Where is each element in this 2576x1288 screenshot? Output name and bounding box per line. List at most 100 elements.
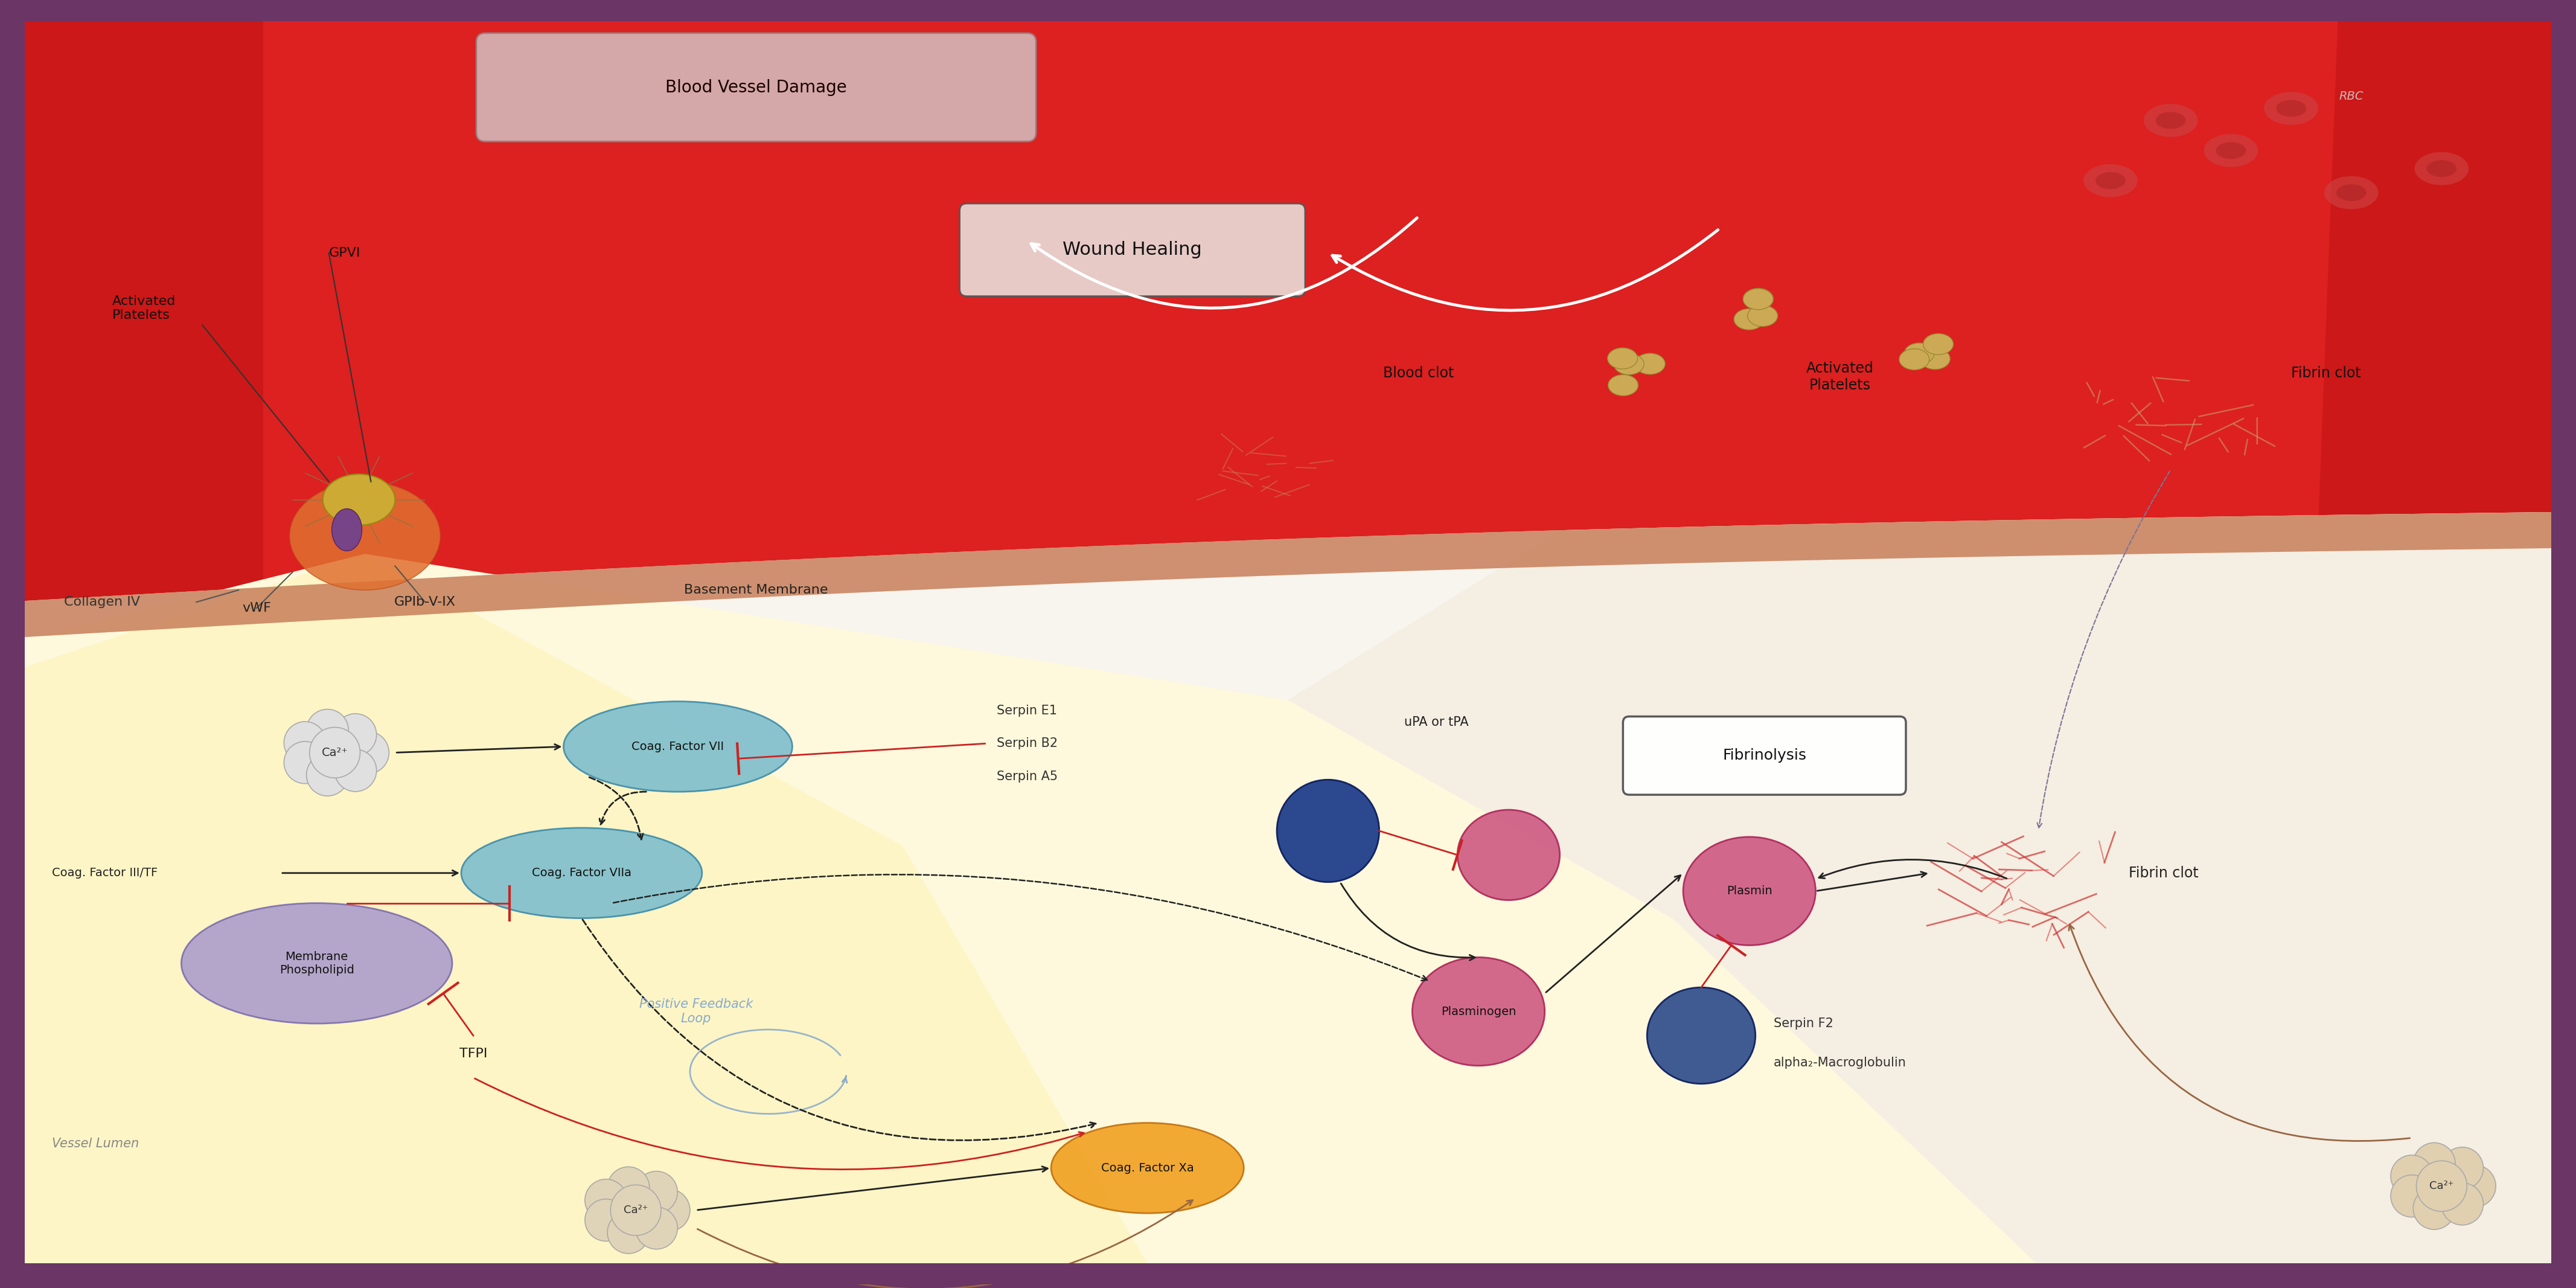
Text: Fibrin clot: Fibrin clot [2290,366,2362,380]
Ellipse shape [2277,100,2306,117]
Ellipse shape [1904,343,1935,365]
Ellipse shape [1682,837,1816,945]
Text: Fibrin clot: Fibrin clot [2128,866,2197,880]
Ellipse shape [332,509,361,551]
Text: Ca²⁺: Ca²⁺ [623,1204,649,1216]
Text: Ca²⁺: Ca²⁺ [322,747,348,759]
Circle shape [2455,1166,2496,1207]
Ellipse shape [1636,353,1664,375]
Text: Membrane
Phospholipid: Membrane Phospholipid [278,951,353,976]
Polygon shape [3,554,1159,1284]
Circle shape [585,1180,626,1221]
Ellipse shape [564,702,793,792]
Text: Collagen IV: Collagen IV [64,596,139,608]
Circle shape [335,750,376,792]
Ellipse shape [1412,957,1546,1065]
Text: Basement Membrane: Basement Membrane [685,583,827,596]
Text: Blood clot: Blood clot [1383,366,1453,380]
Ellipse shape [2215,142,2246,158]
Ellipse shape [2205,134,2259,167]
Text: uPA or tPA: uPA or tPA [1404,716,1468,729]
Polygon shape [263,0,2339,738]
Circle shape [2442,1148,2483,1189]
Ellipse shape [180,903,453,1024]
Ellipse shape [2156,112,2187,129]
Text: Serpin A5: Serpin A5 [997,770,1059,783]
Text: Wound Healing: Wound Healing [1064,241,1203,259]
Ellipse shape [1744,289,1772,309]
Circle shape [307,710,348,751]
Circle shape [647,1189,690,1231]
Ellipse shape [1899,349,1929,370]
Ellipse shape [461,828,703,918]
Text: Coag. Factor VIIa: Coag. Factor VIIa [531,867,631,878]
Polygon shape [1288,511,2573,1284]
Ellipse shape [322,474,394,526]
Ellipse shape [2094,173,2125,189]
Text: RBC: RBC [2339,90,2365,102]
Text: Ca²⁺: Ca²⁺ [2429,1181,2455,1191]
Circle shape [2442,1182,2483,1225]
Text: GPIb-V-IX: GPIb-V-IX [394,596,456,608]
Ellipse shape [2336,184,2367,201]
Text: Coag. Factor III/TF: Coag. Factor III/TF [52,867,157,878]
Ellipse shape [1747,305,1777,326]
Ellipse shape [1613,354,1643,375]
Ellipse shape [1744,289,1772,309]
Polygon shape [3,0,2573,601]
Ellipse shape [2324,176,2378,209]
Text: Coag. Factor VII: Coag. Factor VII [631,741,724,752]
Ellipse shape [1734,309,1765,330]
Polygon shape [3,0,2573,1284]
Ellipse shape [1607,375,1638,395]
Circle shape [2391,1175,2432,1217]
Ellipse shape [2427,160,2458,176]
FancyBboxPatch shape [477,33,1036,142]
Circle shape [348,732,389,774]
Bar [3,0,2573,21]
Text: Serpin F2: Serpin F2 [1772,1018,1834,1029]
Ellipse shape [1924,334,1953,354]
Text: Activated
Platelets: Activated Platelets [113,295,175,321]
Polygon shape [3,511,2573,639]
Polygon shape [3,0,2573,675]
Circle shape [2391,1155,2432,1198]
Circle shape [2416,1160,2468,1212]
Text: Vessel Lumen: Vessel Lumen [52,1137,139,1150]
Ellipse shape [1919,348,1950,370]
Ellipse shape [2143,104,2197,137]
Ellipse shape [1278,779,1378,882]
Ellipse shape [1607,348,1638,368]
Polygon shape [3,511,2573,639]
Circle shape [608,1212,649,1253]
Circle shape [636,1207,677,1249]
Text: Blood Vessel Damage: Blood Vessel Damage [665,79,848,95]
Circle shape [283,742,327,783]
Bar [3,1264,2573,1284]
Ellipse shape [2084,164,2138,197]
Ellipse shape [2414,152,2468,185]
Circle shape [608,1167,649,1209]
Text: Activated
Platelets: Activated Platelets [1806,361,1873,393]
Circle shape [283,721,327,764]
Ellipse shape [289,482,440,590]
Ellipse shape [2264,91,2318,125]
Circle shape [636,1171,677,1213]
Circle shape [2414,1188,2455,1230]
FancyBboxPatch shape [1623,716,1906,795]
Text: alpha₂-Macroglobulin: alpha₂-Macroglobulin [1772,1056,1906,1069]
Text: Serpin B2: Serpin B2 [997,738,1059,750]
Circle shape [335,714,376,756]
Circle shape [585,1199,626,1242]
Text: TFPI: TFPI [459,1047,487,1060]
Text: Serpin E1: Serpin E1 [997,705,1056,716]
Text: Plasminogen: Plasminogen [1440,1006,1517,1018]
Ellipse shape [1646,988,1754,1083]
Ellipse shape [1458,810,1561,900]
Circle shape [309,728,361,778]
Circle shape [2414,1142,2455,1185]
Text: Coag. Factor Xa: Coag. Factor Xa [1100,1162,1193,1173]
Circle shape [307,753,348,796]
Text: Fibrinolysis: Fibrinolysis [1723,748,1806,762]
Circle shape [611,1185,662,1235]
